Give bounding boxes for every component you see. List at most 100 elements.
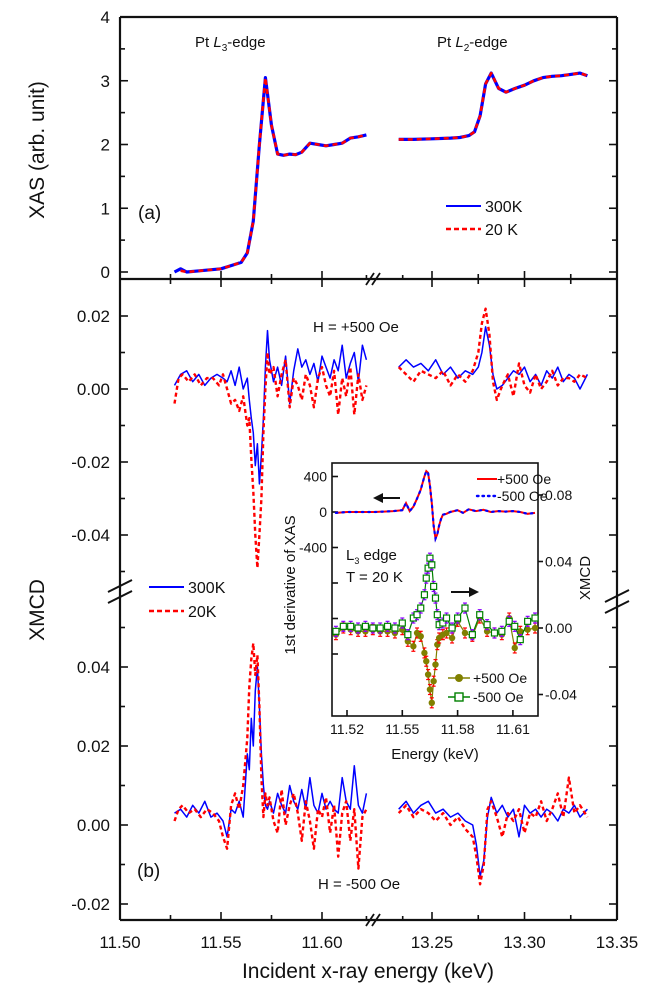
inset-ticks <box>332 475 543 716</box>
y-tick-label: 4 <box>101 8 110 27</box>
series-line-300k <box>173 75 367 274</box>
inset-right-y-tick-label: 0.08 <box>545 487 572 503</box>
legend-label-20k-b: 20K <box>188 604 217 621</box>
inset-marker-square <box>498 627 506 635</box>
tick-labels: 11.50 11.55 11.60 13.25 13.30 13.35 0 1 2 3 4 0.02 0… <box>71 8 638 952</box>
inset-marker-circle <box>432 661 439 668</box>
panel-a-label: (a) <box>138 203 161 224</box>
pt-l2-edge-label: Pt L2-edge <box>437 34 508 54</box>
h-plus-500-label: H = +500 Oe <box>313 319 399 336</box>
series-line-300k <box>398 326 589 390</box>
inset-marker-square <box>347 622 355 630</box>
inset-marker-square <box>505 617 513 625</box>
inset-marker-circle <box>424 671 432 678</box>
x-tick-label: 11.60 <box>301 933 342 952</box>
inset-right-y-tick-label: 0.04 <box>545 554 572 570</box>
inset-right-y-tick-label: -0.04 <box>545 687 577 703</box>
y-tick-label: 1 <box>101 199 110 218</box>
x-axis-title: Incident x-ray energy (keV) <box>242 960 494 983</box>
inset-right-y-tick-label: 0.00 <box>545 620 572 636</box>
y-tick-label: 3 <box>101 72 110 91</box>
x-tick-label: 11.50 <box>99 933 140 952</box>
series <box>173 71 589 886</box>
inset-marker-square <box>420 591 429 599</box>
inset-legend-label-plus-b: +500 Oe <box>473 670 527 686</box>
panel-b-label: (b) <box>137 861 160 882</box>
inset-marker-circle <box>443 629 450 637</box>
series-line-20k <box>180 76 367 274</box>
y-axis-break-right <box>604 589 630 614</box>
inset-right-ylabel: XMCD <box>577 556 594 600</box>
y-tick-label: 0.02 <box>77 737 110 756</box>
inset-marker-square <box>332 627 340 635</box>
left-arrow-icon <box>373 493 400 503</box>
pt-l3-edge-label: Pt L3-edge <box>195 34 266 54</box>
inset-marker-circle <box>461 629 469 637</box>
inset-marker-circle <box>426 686 434 693</box>
inset-marker-square <box>483 621 491 629</box>
inset-marker-square <box>468 631 476 639</box>
inset-x-tick-label: 11.58 <box>441 721 475 737</box>
panel_b_bottom-series-group <box>173 642 589 886</box>
series-line-300k <box>398 71 588 141</box>
inset-marker-square <box>448 624 456 632</box>
y-tick-label: -0.04 <box>71 526 110 545</box>
inset-left-y-tick-label: 0 <box>319 504 327 520</box>
inset-xlabel: Energy (keV) <box>391 746 479 763</box>
inset-legend-top: +500 Oe -500 Oe <box>475 471 551 504</box>
inset-marker-circle <box>417 633 424 640</box>
inset-marker-square <box>354 624 362 632</box>
inset-marker-square <box>431 594 440 602</box>
inset-xmcd-minus-500 <box>332 552 539 646</box>
series-line-20k <box>397 776 589 886</box>
inset-marker-circle <box>423 658 430 665</box>
inset-marker-square <box>461 604 469 612</box>
inset-marker-square <box>383 622 392 630</box>
legend-label-300k: 300K <box>485 199 523 216</box>
inset-marker-square <box>430 582 438 591</box>
inset-x-tick-label: 11.61 <box>496 721 530 737</box>
inset-marker-circle <box>517 628 524 635</box>
inset-legend-label-minus: -500 Oe <box>497 488 548 504</box>
panel_a-series-group <box>173 71 588 274</box>
inset-marker-square <box>376 624 384 632</box>
inset-marker-square <box>339 622 347 630</box>
panel-b-ylabel: XMCD <box>26 579 49 641</box>
inset-left-y-tick-label: -400 <box>299 540 327 556</box>
series-line-300k <box>173 329 368 485</box>
y-tick-label: -0.02 <box>71 895 110 914</box>
inset-marker-circle <box>421 649 428 657</box>
inset-marker-circle <box>531 624 539 632</box>
panel_b_top-series-group <box>173 307 589 570</box>
series-line-20k <box>173 351 368 570</box>
x-tick-label: 13.30 <box>503 933 546 952</box>
inset-x-tick-label: 11.55 <box>385 721 419 737</box>
series-line-20k <box>398 71 588 141</box>
panel-a-legend: 300K 20 K <box>446 199 523 239</box>
inset-chart: 11.52 11.55 11.58 11.61 400 0 -400 0.08 0.04 0.00… <box>282 462 594 763</box>
inset-marker-square <box>422 574 430 582</box>
inset-left-y-tick-label: 400 <box>304 469 328 485</box>
inset-marker-circle <box>511 644 518 652</box>
inset-marker-square <box>454 614 462 622</box>
inset-left-ylabel: 1st derivative of XAS <box>282 515 299 654</box>
inset-l3-edge-label: L3 edge <box>346 547 397 566</box>
inset-legend-marker-plus <box>455 674 463 682</box>
inset-marker-square <box>433 611 441 619</box>
inset-legend-marker-minus <box>454 692 464 702</box>
y-tick-label: 0.00 <box>77 816 110 835</box>
y-axis-break-left <box>107 579 133 604</box>
inset-marker-square <box>404 631 412 639</box>
x-tick-label: 13.35 <box>596 933 639 952</box>
inset-marker-square <box>442 614 451 622</box>
panel-a-ylabel: XAS (arb. unit) <box>26 81 49 219</box>
inset-marker-circle <box>448 634 456 642</box>
inset-marker-circle <box>428 699 435 707</box>
series-line-300k <box>398 796 588 878</box>
ticks <box>120 16 617 920</box>
inset-marker-square <box>531 614 539 622</box>
inset-derivative-minus-500 <box>334 469 537 543</box>
y-tick-label: 2 <box>101 136 110 155</box>
main-frames <box>118 15 619 922</box>
